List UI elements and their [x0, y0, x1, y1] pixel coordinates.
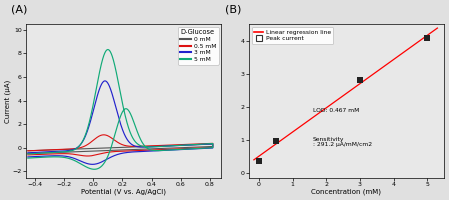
- Y-axis label: Current (μA): Current (μA): [5, 79, 11, 123]
- Point: [357, 78, 364, 81]
- X-axis label: Concentration (mM): Concentration (mM): [312, 189, 382, 195]
- Text: (B): (B): [225, 5, 242, 15]
- Text: LOD: 0.467 mM: LOD: 0.467 mM: [313, 108, 359, 113]
- Legend: 0 mM, 0.5 mM, 3 mM, 5 mM: 0 mM, 0.5 mM, 3 mM, 5 mM: [178, 27, 219, 65]
- Point: [424, 36, 431, 40]
- X-axis label: Potential (V vs. Ag/AgCl): Potential (V vs. Ag/AgCl): [81, 189, 166, 195]
- Text: Sensitivity
: 291.2 μA/mM/cm2: Sensitivity : 291.2 μA/mM/cm2: [313, 137, 372, 147]
- Point: [255, 159, 263, 162]
- Point: [272, 139, 279, 142]
- Legend: Linear regression line, Peak current: Linear regression line, Peak current: [252, 27, 333, 44]
- Text: (A): (A): [10, 5, 27, 15]
